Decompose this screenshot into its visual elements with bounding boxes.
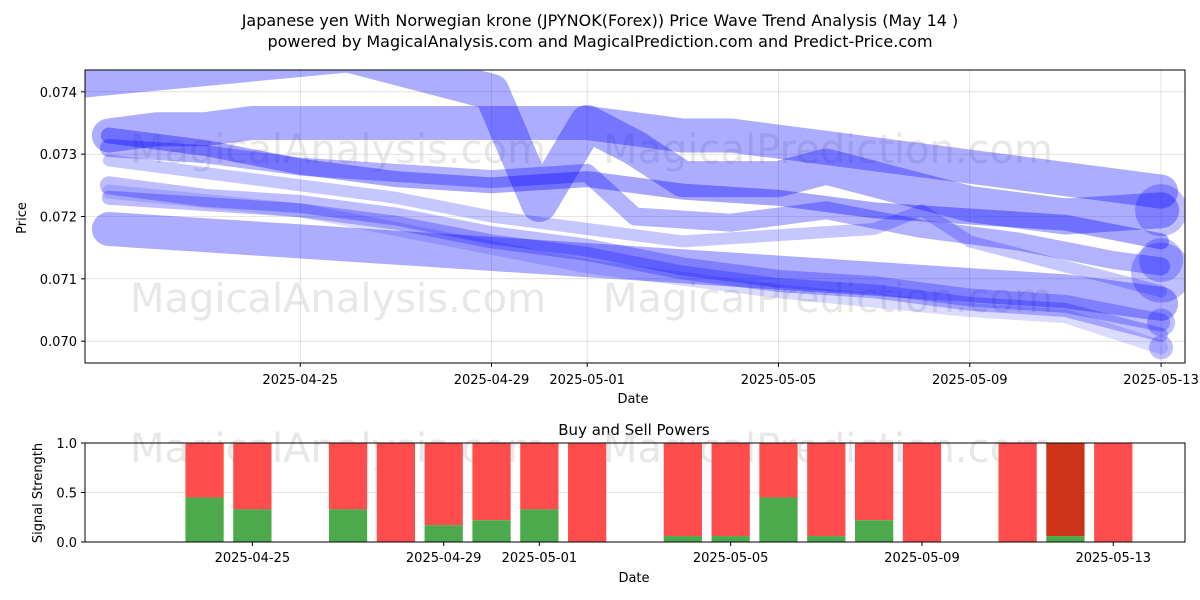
price-chart-xlabel: Date xyxy=(617,392,648,407)
sell-power-bar xyxy=(376,443,415,542)
power-chart-title: Buy and Sell Powers xyxy=(558,421,710,439)
price-end-marker xyxy=(1131,242,1185,303)
price-end-marker xyxy=(1149,335,1174,360)
price-chart-ylabel: Price xyxy=(15,202,30,234)
price-chart-x-ticks: 2025-04-25 2025-04-29 2025-05-01 2025-05-05… xyxy=(262,363,1199,388)
price-wave-wave-5 xyxy=(99,138,1171,276)
price-xtick-label: 2025-04-25 xyxy=(262,373,338,388)
power-chart-x-ticks: 2025-04-25 2025-04-29 2025-05-01 2025-05-05… xyxy=(215,542,1151,566)
price-wave-wave-7 xyxy=(101,190,1169,342)
sell-power-bar xyxy=(1046,443,1085,537)
power-xtick-label: 2025-05-13 xyxy=(1075,551,1151,566)
price-ytick-label: 0.073 xyxy=(40,148,77,163)
price-wave-wave-9 xyxy=(101,184,1169,355)
sell-power-bar xyxy=(998,443,1037,542)
buy-power-bar xyxy=(185,497,224,542)
buy-power-bar xyxy=(472,520,511,542)
price-ytick-label: 0.071 xyxy=(40,273,77,288)
price-ytick-label: 0.072 xyxy=(40,211,77,226)
buy-power-bar xyxy=(424,525,463,542)
price-xtick-label: 2025-05-05 xyxy=(741,373,817,388)
price-wave-wave-1 xyxy=(91,106,1179,209)
price-wave-wave-6 xyxy=(99,176,1171,332)
power-chart-y-ticks: 0.0 0.5 1.0 xyxy=(56,437,85,551)
power-chart: Buy and Sell Powers MagicalAnalysis.com … xyxy=(31,421,1186,586)
price-wave-wave-4 xyxy=(100,127,1170,250)
buy-power-bar xyxy=(807,536,846,542)
sell-power-bar xyxy=(424,443,463,526)
power-xtick-label: 2025-04-25 xyxy=(215,551,291,566)
price-wave-wave-3 xyxy=(85,70,1180,235)
sell-power-bar xyxy=(807,443,846,537)
sell-power-bar xyxy=(663,443,702,537)
power-xtick-label: 2025-05-05 xyxy=(693,551,769,566)
buy-power-bar xyxy=(233,509,272,542)
sell-power-bar xyxy=(520,443,559,510)
price-wave-wave-2 xyxy=(91,212,1179,321)
buy-power-bar xyxy=(759,497,798,542)
watermark-analysis-mid: MagicalAnalysis.com xyxy=(130,276,546,322)
price-xtick-label: 2025-04-29 xyxy=(454,373,530,388)
power-chart-xlabel: Date xyxy=(618,571,649,586)
sell-power-bar xyxy=(711,443,750,537)
buy-power-bar xyxy=(663,536,702,542)
sell-power-bar xyxy=(233,443,272,510)
price-ytick-label: 0.070 xyxy=(40,335,77,350)
price-chart-y-ticks: 0.070 0.071 0.072 0.073 0.074 xyxy=(40,86,85,350)
sell-power-bar xyxy=(328,443,368,510)
price-end-marker xyxy=(1147,308,1176,337)
buy-power-bar xyxy=(520,509,559,542)
power-xtick-label: 2025-04-29 xyxy=(406,551,482,566)
buy-power-bar xyxy=(1046,536,1085,542)
power-chart-bars xyxy=(185,443,1133,542)
sell-power-bar xyxy=(902,443,942,542)
price-end-marker xyxy=(1135,184,1185,237)
watermark-analysis-top: MagicalAnalysis.com xyxy=(130,127,546,173)
watermark-prediction-top: MagicalPrediction.com xyxy=(603,127,1053,173)
price-xtick-label: 2025-05-01 xyxy=(549,373,625,388)
sell-power-bar xyxy=(1094,443,1133,542)
power-ytick-label: 1.0 xyxy=(56,437,77,452)
power-xtick-label: 2025-05-01 xyxy=(502,551,578,566)
price-wave-wave-8 xyxy=(102,154,1168,298)
sell-power-bar xyxy=(472,443,511,521)
price-chart: MagicalAnalysis.com MagicalPrediction.co… xyxy=(15,69,1199,407)
buy-power-bar xyxy=(711,536,750,542)
power-xtick-label: 2025-05-09 xyxy=(884,551,960,566)
power-ytick-label: 0.5 xyxy=(56,487,77,502)
figure-title-line2: powered by MagicalAnalysis.com and Magic… xyxy=(267,32,932,51)
sell-power-bar xyxy=(568,443,607,542)
power-chart-ylabel: Signal Strength xyxy=(31,443,46,543)
power-ytick-label: 0.0 xyxy=(56,536,77,551)
sell-power-bar xyxy=(185,443,224,498)
buy-power-bar xyxy=(855,520,894,542)
price-xtick-label: 2025-05-13 xyxy=(1123,373,1199,388)
price-chart-grid xyxy=(85,70,1185,363)
price-ytick-label: 0.074 xyxy=(40,86,77,101)
price-end-marker xyxy=(1139,238,1184,283)
price-xtick-label: 2025-05-09 xyxy=(932,373,1008,388)
buy-power-bar xyxy=(328,509,368,542)
figure-title-line1: Japanese yen With Norwegian krone (JPYNO… xyxy=(241,11,959,30)
price-chart-series xyxy=(85,70,1185,360)
sell-power-bar xyxy=(855,443,894,521)
sell-power-bar xyxy=(759,443,798,498)
watermark-prediction-mid: MagicalPrediction.com xyxy=(603,276,1053,322)
